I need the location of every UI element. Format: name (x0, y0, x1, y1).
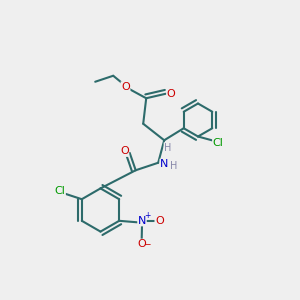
Text: O: O (120, 146, 129, 156)
Text: N: N (160, 159, 168, 169)
Text: O: O (167, 89, 176, 99)
Text: N: N (138, 216, 146, 226)
Text: −: − (143, 239, 151, 248)
Text: O: O (121, 82, 130, 92)
Text: H: H (164, 143, 172, 153)
Text: +: + (145, 211, 151, 220)
Text: O: O (137, 239, 146, 249)
Text: H: H (169, 161, 177, 171)
Text: Cl: Cl (213, 137, 224, 148)
Text: O: O (155, 216, 164, 226)
Text: Cl: Cl (55, 186, 65, 197)
